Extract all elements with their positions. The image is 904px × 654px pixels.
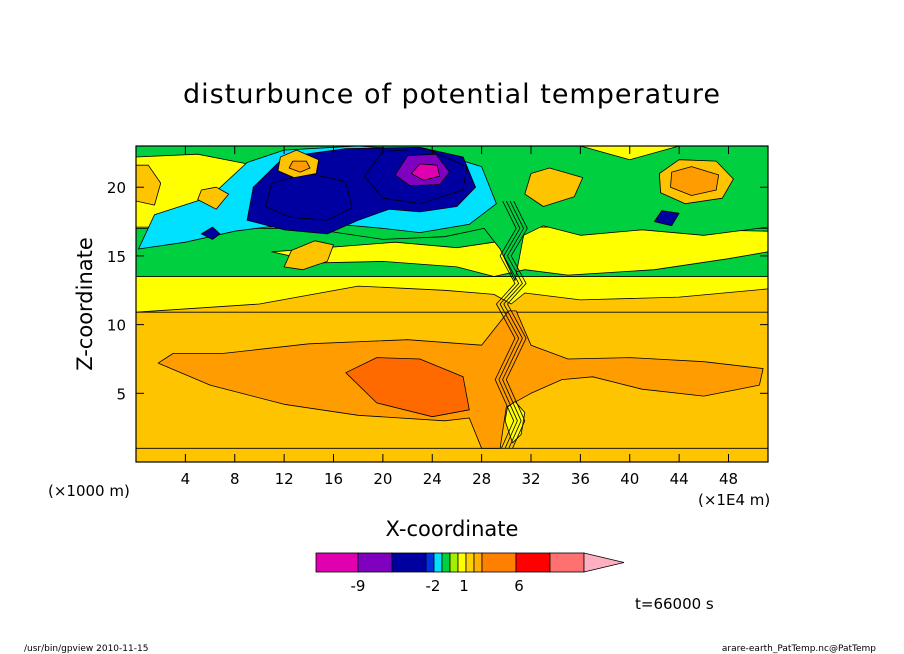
x-tick-label: 28 — [472, 470, 491, 488]
colorbar — [315, 552, 625, 573]
contour-line — [505, 200, 528, 449]
contour-region — [136, 276, 768, 313]
x-axis-label: X-coordinate — [386, 517, 519, 541]
x-unit-left: (×1000 m) — [48, 482, 130, 500]
y-tick-label: 20 — [107, 179, 126, 197]
x-tick-label: 16 — [324, 470, 343, 488]
x-unit-right: (×1E4 m) — [698, 491, 770, 509]
colorbar-swatch — [457, 552, 467, 573]
x-tick-label: 20 — [373, 470, 392, 488]
colorbar-swatch — [425, 552, 435, 573]
colorbar-swatch — [357, 552, 393, 573]
plot-area — [136, 146, 768, 462]
chart-title: disturbunce of potential temperature — [183, 79, 721, 110]
contour-line — [502, 200, 525, 449]
x-tick-label: 24 — [423, 470, 442, 488]
contour-region — [410, 163, 441, 181]
x-tick-label: 32 — [521, 470, 540, 488]
colorbar-label: -2 — [426, 577, 441, 595]
colorbar-swatch — [465, 552, 475, 573]
colorbar-swatch — [315, 552, 359, 573]
colorbar-swatch — [433, 552, 443, 573]
y-tick-label: 10 — [107, 317, 126, 335]
footer-left: /usr/bin/gpview 2010-11-15 — [24, 644, 148, 654]
footer-right: arare-earth_PatTemp.nc@PatTemp — [722, 644, 876, 654]
colorbar-label: -9 — [351, 577, 366, 595]
y-tick-label: 5 — [116, 385, 126, 403]
y-axis-ticks: 5 10 15 20 — [107, 179, 768, 403]
colorbar-swatch — [549, 552, 585, 573]
time-label: t=66000 s — [635, 595, 714, 613]
colorbar-swatch — [473, 552, 483, 573]
colorbar-label: 6 — [514, 577, 524, 595]
contour-region — [288, 160, 311, 173]
contour-region — [283, 240, 334, 271]
colorbar-swatch — [481, 552, 517, 573]
contour-region — [524, 167, 584, 207]
x-tick-label: 44 — [670, 470, 689, 488]
colorbar-swatch — [449, 552, 459, 573]
contour-region — [265, 173, 353, 221]
contour-region — [136, 164, 162, 206]
y-axis-label: Z-coordinate — [73, 237, 97, 371]
colorbar-swatch — [515, 552, 551, 573]
colorbar-label: 1 — [459, 577, 469, 595]
contour-line — [498, 200, 521, 449]
x-tick-label: 36 — [571, 470, 590, 488]
x-tick-label: 4 — [181, 470, 191, 488]
contour-region — [197, 186, 230, 210]
plot-frame — [135, 145, 769, 463]
contour-region — [345, 357, 470, 418]
colorbar-labels: -9 -2 1 6 — [351, 577, 524, 595]
x-axis-ticks: 4 8 12 16 20 24 28 32 36 40 44 48 — [181, 146, 738, 488]
contour-region — [654, 210, 680, 227]
colorbar-swatch — [441, 552, 451, 573]
colorbar-extension — [583, 552, 625, 573]
x-tick-label: 12 — [275, 470, 294, 488]
x-tick-label: 8 — [230, 470, 240, 488]
contour-region — [670, 166, 719, 196]
x-tick-label: 40 — [620, 470, 639, 488]
y-tick-label: 15 — [107, 248, 126, 266]
colorbar-swatch — [391, 552, 427, 573]
x-tick-label: 48 — [719, 470, 738, 488]
contour-line — [494, 200, 517, 449]
contour-region — [200, 226, 221, 240]
